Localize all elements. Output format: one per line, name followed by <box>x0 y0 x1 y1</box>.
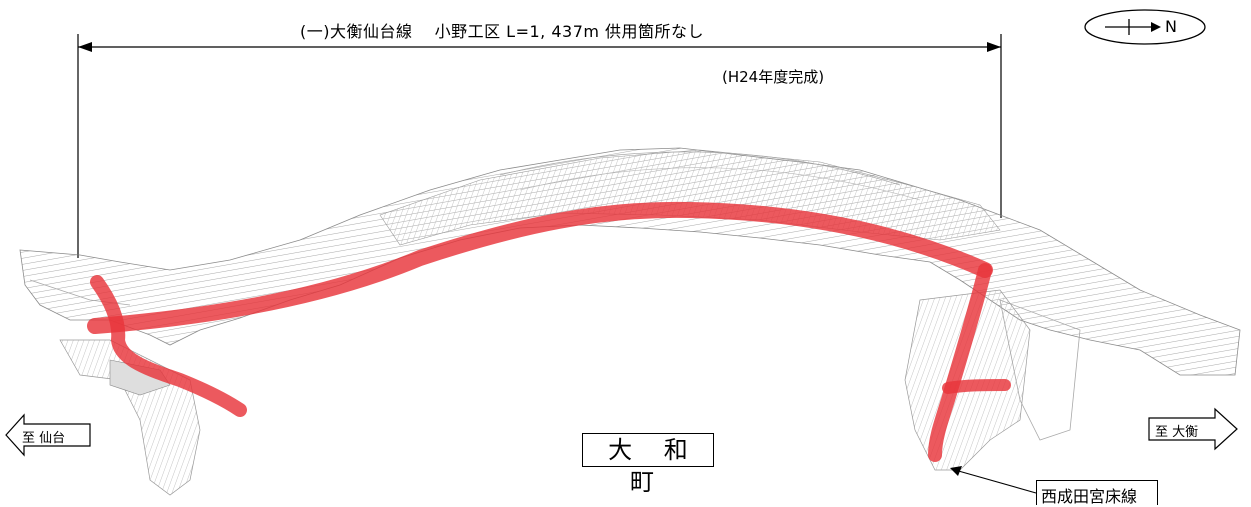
compass-icon <box>1084 9 1206 45</box>
completion-note: (H24年度完成) <box>722 68 825 86</box>
town-label-box: 大 和 町 <box>582 433 714 496</box>
crossing-route-label: 西成田宮床線 <box>1041 487 1138 506</box>
town-label: 大 和 町 <box>608 436 700 496</box>
length-dimension-line <box>77 34 1002 258</box>
direction-right: 至 大衡 <box>1147 406 1239 452</box>
north-label: N <box>1165 17 1177 36</box>
right-arrow-icon <box>1148 407 1238 451</box>
route-highlight <box>87 201 1011 462</box>
crossing-route-box: 西成田宮床線 <box>1036 480 1158 506</box>
direction-left: 至 仙台 <box>4 412 94 458</box>
project-title: (一)大衡仙台線 小野工区 L=1, 437m 供用箇所なし <box>300 22 705 41</box>
direction-left-label: 至 仙台 <box>22 431 66 446</box>
north-indicator: N <box>1083 8 1207 46</box>
direction-right-label: 至 大衡 <box>1155 425 1199 440</box>
left-arrow-icon <box>5 413 91 457</box>
